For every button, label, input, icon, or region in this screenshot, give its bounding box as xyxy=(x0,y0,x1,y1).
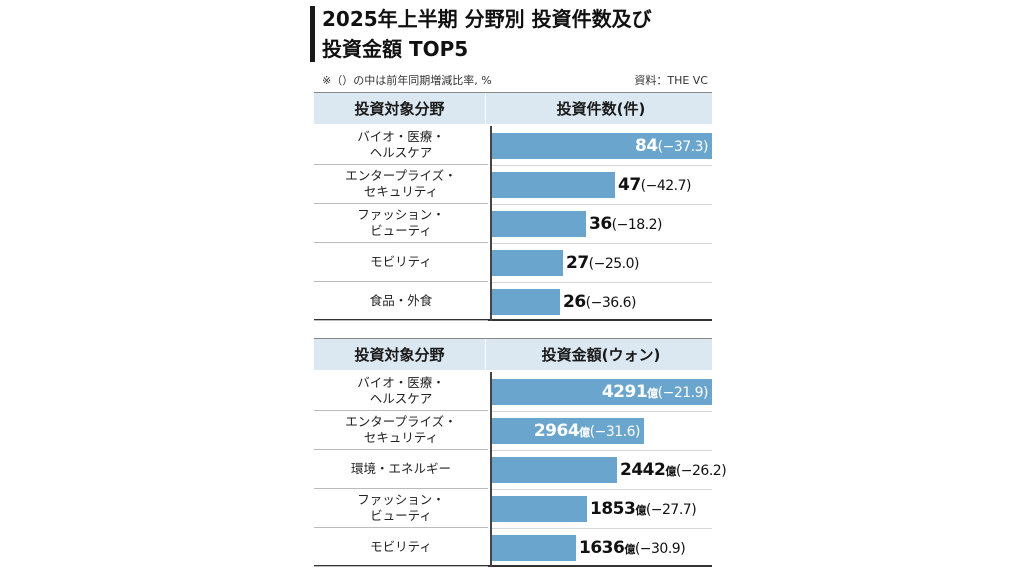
data-label-change: (−37.3) xyxy=(657,139,709,155)
source-note: 資料：THE VC xyxy=(634,74,708,87)
data-label-change: (−36.6) xyxy=(585,295,637,311)
data-label: 27(−25.0) xyxy=(566,250,640,276)
footnote: ※（）の中は前年同期増減比率, % xyxy=(322,74,492,87)
data-label-value: 27 xyxy=(566,253,589,273)
data-label: 26(−36.6) xyxy=(563,289,637,315)
row-separator xyxy=(492,243,712,244)
bar xyxy=(492,379,712,405)
row-separator xyxy=(492,165,712,166)
category-label: 食品・外食 xyxy=(314,282,488,321)
data-label-change: (−26.2) xyxy=(675,463,727,479)
amount-value-header: 投資金額(ウォン) xyxy=(541,346,661,364)
bar xyxy=(492,418,644,444)
title-accent-bar xyxy=(310,6,315,62)
chart-title-line1: 2025年上半期 分野別 投資件数及び xyxy=(322,7,652,31)
amount-table-header: 投資対象分野 投資金額(ウォン) xyxy=(314,338,712,371)
data-label: 1636億(−30.9) xyxy=(579,535,686,561)
data-label-unit: 億 xyxy=(635,504,646,517)
category-label: モビリティ xyxy=(314,243,488,282)
column-divider xyxy=(490,126,492,321)
data-label-value: 36 xyxy=(589,214,612,234)
data-label-unit: 億 xyxy=(665,465,676,478)
row-separator xyxy=(492,411,712,412)
category-label: エンタープライズ・ セキュリティ xyxy=(314,411,488,450)
category-label-text: モビリティ xyxy=(370,539,432,554)
row-separator xyxy=(492,450,712,451)
category-label: 環境・エネルギー xyxy=(314,450,488,489)
chart-title-line2: 投資金額 TOP5 xyxy=(322,37,469,61)
amount-category-header: 投資対象分野 xyxy=(314,339,486,371)
data-label: 2442億(−26.2) xyxy=(620,457,727,483)
data-label: 1853億(−27.7) xyxy=(590,496,697,522)
category-label-text: 食品・外食 xyxy=(369,293,433,308)
category-label-text: ファッション・ ビューティ xyxy=(357,207,445,238)
count-table-header: 投資対象分野 投資件数(件) xyxy=(314,92,712,125)
data-label-change: (−42.7) xyxy=(640,178,692,194)
row-separator xyxy=(492,528,712,529)
category-label-text: ファッション・ ビューティ xyxy=(357,492,445,523)
data-label: 2964億(−31.6) xyxy=(492,418,641,444)
category-label: ファッション・ ビューティ xyxy=(314,204,488,243)
count-value-header: 投資件数(件) xyxy=(556,100,646,118)
category-label: バイオ・医療・ ヘルスケア xyxy=(314,126,488,165)
data-label-value: 84 xyxy=(635,136,658,156)
bar xyxy=(492,172,615,198)
data-label: 84(−37.3) xyxy=(492,133,709,159)
data-label-value: 2964 xyxy=(533,421,580,441)
category-label-text: バイオ・医療・ ヘルスケア xyxy=(357,129,445,160)
amount-chart: バイオ・医療・ ヘルスケア 4291億(−21.9) エンタープライズ・ セキュリティ 2… xyxy=(314,372,727,567)
data-label-change: (−27.7) xyxy=(645,502,697,518)
category-label-text: バイオ・医療・ ヘルスケア xyxy=(357,375,445,406)
bar xyxy=(492,250,563,276)
bar xyxy=(492,457,617,483)
row-separator xyxy=(492,204,712,205)
data-label-value: 47 xyxy=(618,175,641,195)
data-label: 36(−18.2) xyxy=(589,211,663,237)
data-label-value: 1636 xyxy=(579,538,625,558)
bar xyxy=(492,133,712,159)
data-label: 47(−42.7) xyxy=(618,172,692,198)
data-label-value: 26 xyxy=(563,292,586,312)
row-separator xyxy=(492,489,712,490)
data-label-change: (−25.0) xyxy=(588,256,640,272)
data-label: 4291億(−21.9) xyxy=(492,379,709,405)
bar xyxy=(492,535,576,561)
category-label-text: エンタープライズ・ セキュリティ xyxy=(345,168,457,199)
category-label-text: モビリティ xyxy=(370,254,432,269)
column-divider xyxy=(490,372,492,567)
data-label-change: (−18.2) xyxy=(611,217,663,233)
row-separator xyxy=(492,282,712,283)
category-label: エンタープライズ・ セキュリティ xyxy=(314,165,488,204)
bar xyxy=(492,496,587,522)
category-label-text: 環境・エネルギー xyxy=(350,461,451,476)
data-label-change: (−21.9) xyxy=(657,385,709,401)
bar xyxy=(492,289,560,315)
data-label-unit: 億 xyxy=(624,543,635,556)
data-label-value: 1853 xyxy=(590,499,636,519)
category-label: モビリティ xyxy=(314,528,488,567)
category-label: ファッション・ ビューティ xyxy=(314,489,488,528)
count-category-header: 投資対象分野 xyxy=(314,93,486,125)
data-label-change: (−30.9) xyxy=(634,541,686,557)
infographic-panel: 2025年上半期 分野別 投資件数及び 投資金額 TOP5 ※（）の中は前年同期… xyxy=(310,0,727,576)
bar xyxy=(492,211,586,237)
data-label-change: (−31.6) xyxy=(589,424,641,440)
data-label-value: 4291 xyxy=(601,382,648,402)
data-label-unit: 億 xyxy=(579,426,590,439)
data-label-unit: 億 xyxy=(647,387,658,400)
category-label-text: エンタープライズ・ セキュリティ xyxy=(345,414,457,445)
category-label: バイオ・医療・ ヘルスケア xyxy=(314,372,488,411)
count-chart: バイオ・医療・ ヘルスケア 84(−37.3) エンタープライズ・ セキュリティ 47(−… xyxy=(314,126,712,321)
data-label-value: 2442 xyxy=(620,460,666,480)
